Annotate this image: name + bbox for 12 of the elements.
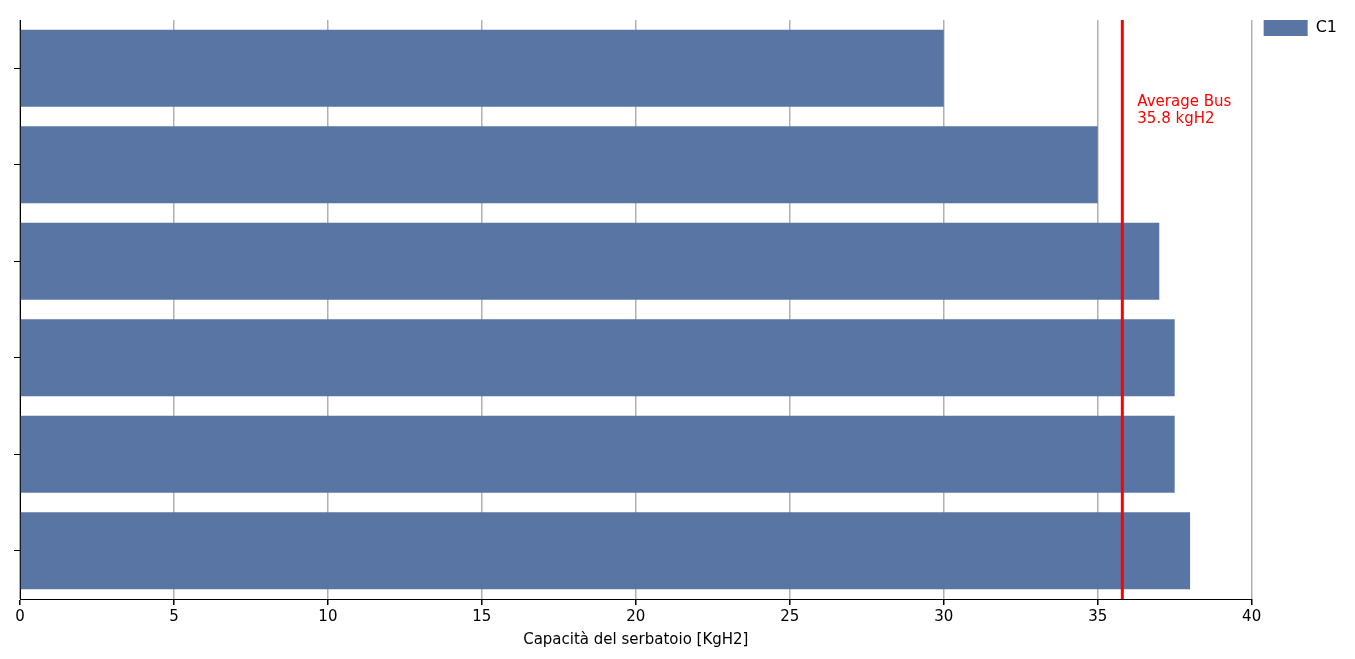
x-tick-label: 15 bbox=[472, 606, 492, 625]
x-tick-label: 35 bbox=[1088, 606, 1108, 625]
x-tick-label: 25 bbox=[780, 606, 800, 625]
x-axis-title: Capacità del serbatoio [KgH2] bbox=[523, 629, 749, 648]
x-tick-label: 20 bbox=[626, 606, 646, 625]
x-tick-label: 5 bbox=[169, 606, 179, 625]
x-tick-label: 30 bbox=[934, 606, 954, 625]
x-tick-label: 40 bbox=[1242, 606, 1262, 625]
x-tick-label: 0 bbox=[15, 606, 25, 625]
legend-label: C1 bbox=[1315, 17, 1338, 37]
x-tick-label: 10 bbox=[318, 606, 338, 625]
ref-line-label: Average Bus 35.8 kgH2 bbox=[1137, 92, 1232, 128]
